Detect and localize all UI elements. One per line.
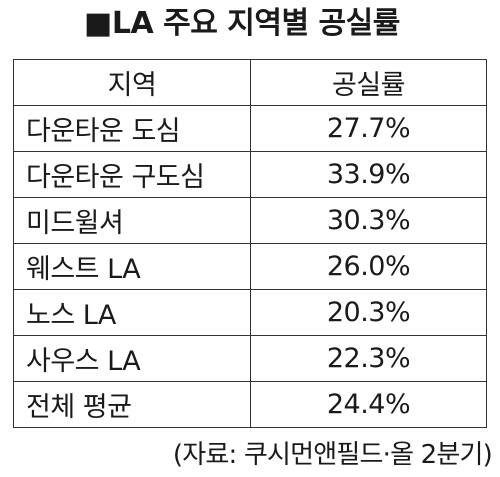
rate-cell: 22.3% [250,335,487,382]
column-header-rate: 공실률 [250,59,487,106]
table-row: 미드윌셔 30.3% [13,197,487,244]
rate-cell: 20.3% [250,289,487,336]
table-row: 웨스트 LA 26.0% [13,243,487,290]
region-cell: 다운타운 구도심 [13,151,251,198]
page-title: ■LA 주요 지역별 공실률 [84,6,400,41]
region-cell: 전체 평균 [13,381,251,428]
region-cell: 미드윌셔 [13,197,251,244]
rate-cell: 33.9% [250,151,487,198]
table-header-row: 지역 공실률 [13,59,487,106]
table-row: 다운타운 도심 27.7% [13,105,487,152]
table-row: 다운타운 구도심 33.9% [13,151,487,198]
region-cell: 사우스 LA [13,335,251,382]
rate-cell: 30.3% [250,197,487,244]
rate-cell: 26.0% [250,243,487,290]
region-cell: 노스 LA [13,289,251,336]
rate-cell: 27.7% [250,105,487,152]
vacancy-table: 지역 공실률 다운타운 도심 27.7% 다운타운 구도심 33.9% 미드윌셔… [13,59,487,428]
region-cell: 웨스트 LA [13,243,251,290]
region-cell: 다운타운 도심 [13,105,251,152]
table-row: 노스 LA 20.3% [13,289,487,336]
table-row: 사우스 LA 22.3% [13,335,487,382]
column-header-region: 지역 [13,59,251,106]
rate-cell: 24.4% [250,381,487,428]
table-row: 전체 평균 24.4% [13,381,487,428]
source-note: (자료: 쿠시먼앤필드·올 2분기) [172,440,493,470]
